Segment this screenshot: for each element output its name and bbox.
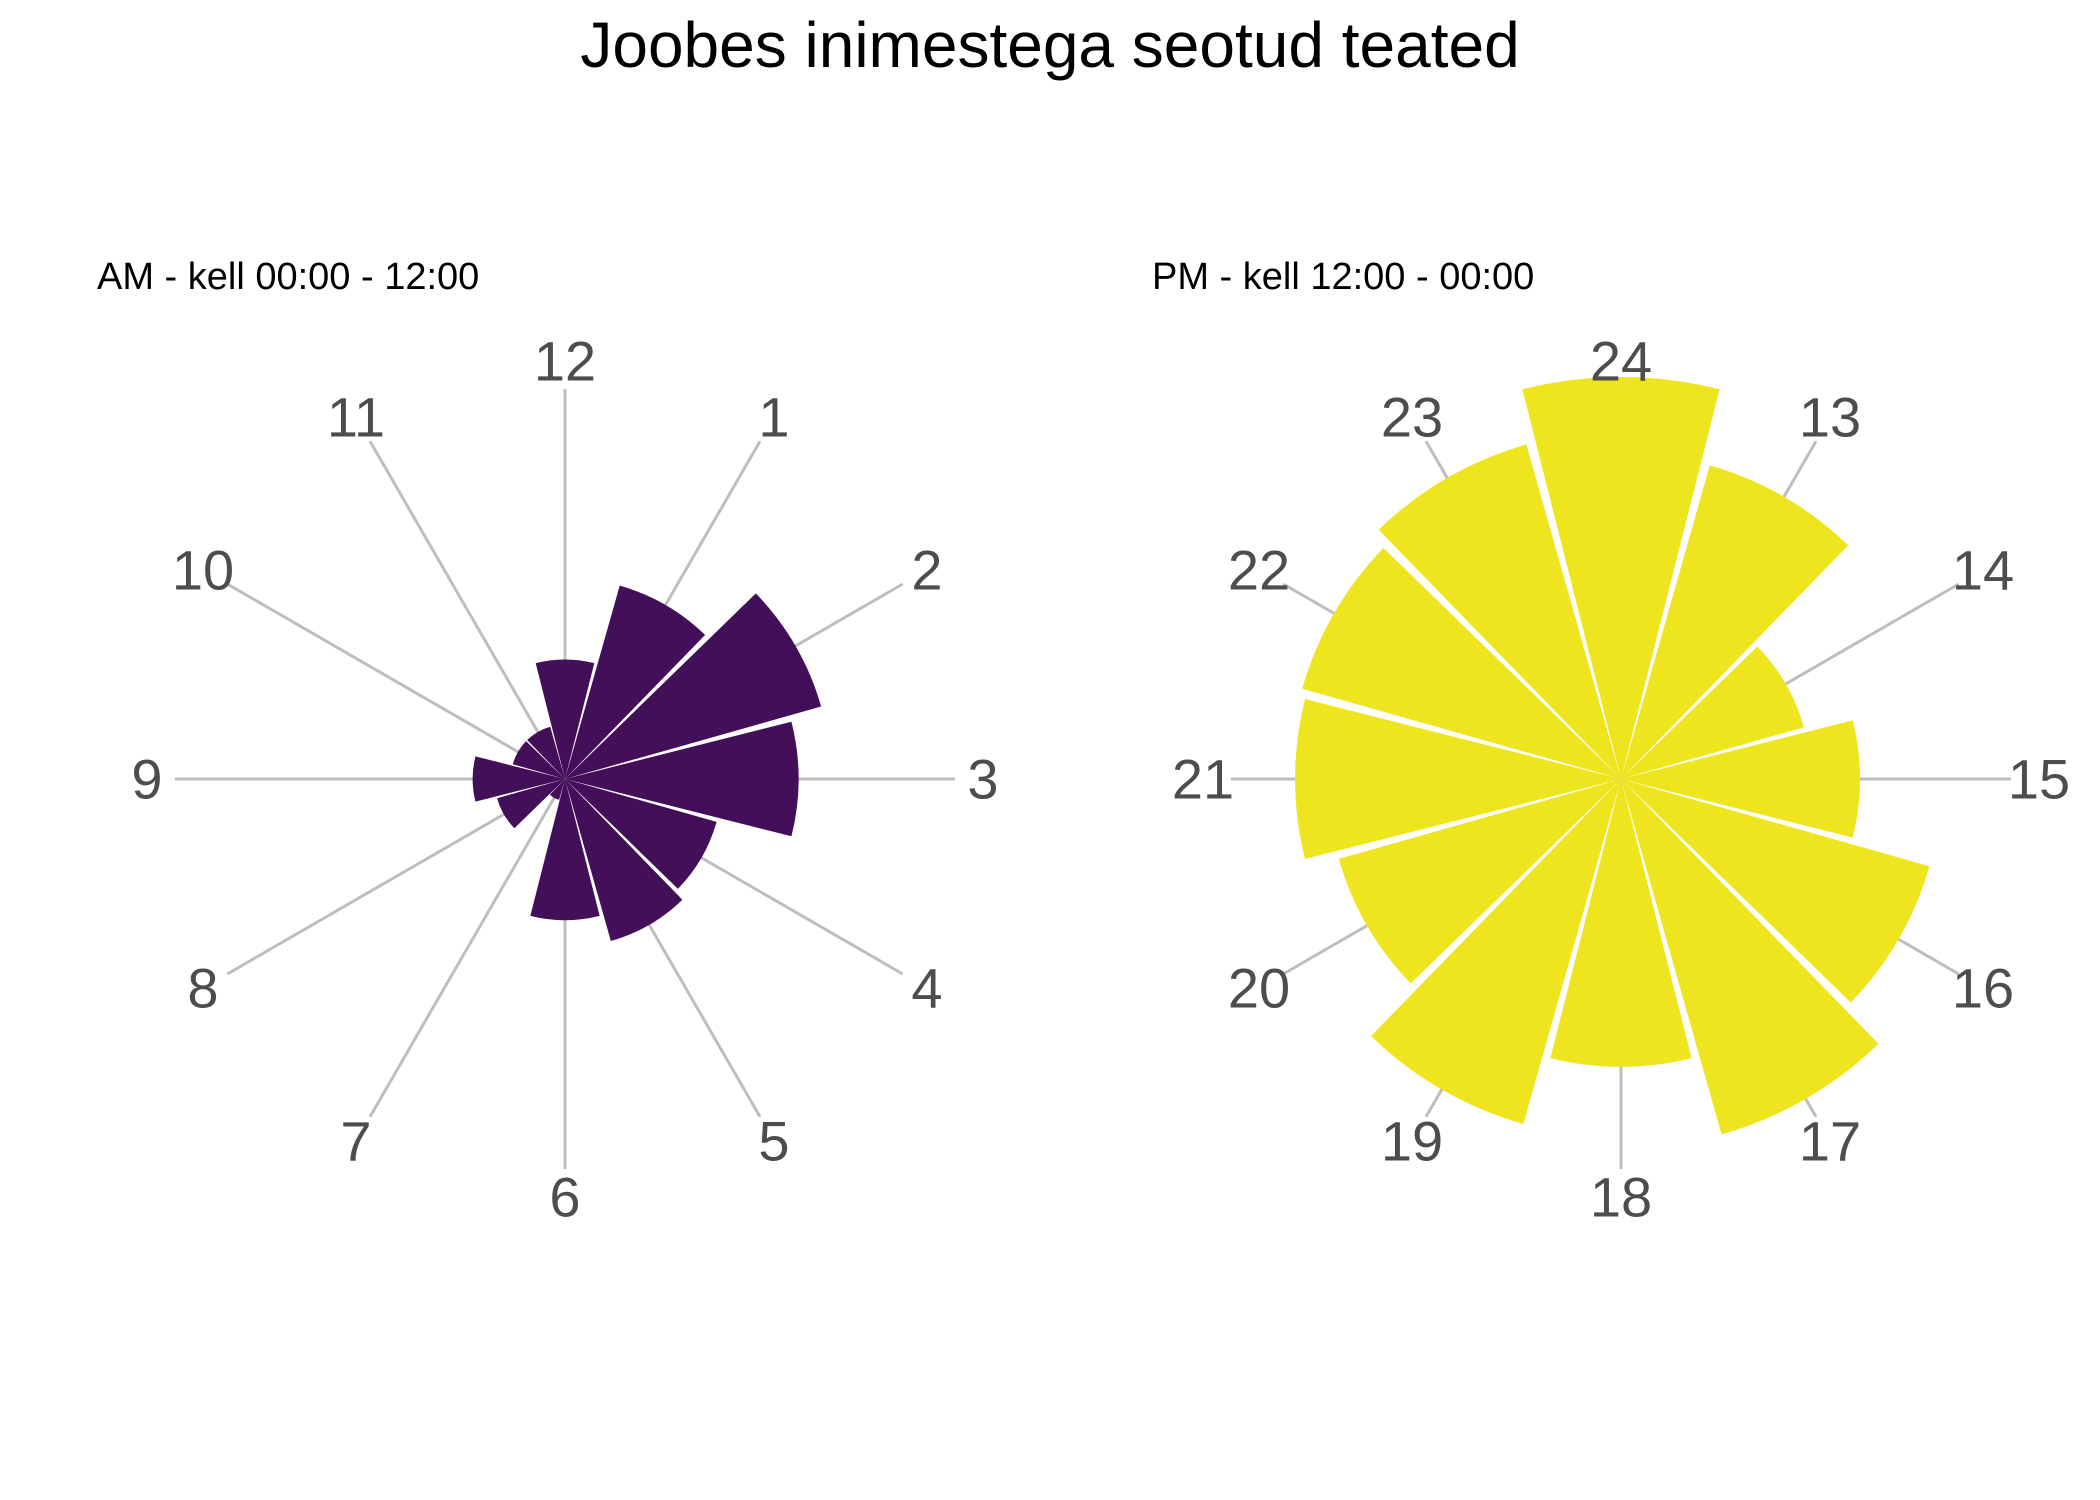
bar-16	[1621, 779, 1930, 1003]
tick-label-13: 13	[1799, 386, 1861, 449]
bar-11	[527, 726, 565, 779]
bar-17	[1621, 779, 1879, 1135]
panel-subtitle-am: AM - kell 00:00 - 12:00	[97, 256, 480, 298]
bar-21	[1295, 699, 1621, 859]
bar-13	[1621, 465, 1849, 779]
tick-label-16: 16	[1952, 957, 2014, 1020]
tick-label-22: 22	[1228, 539, 1290, 602]
bar-18	[1550, 779, 1692, 1067]
tick-label-18: 18	[1590, 1166, 1652, 1229]
tick-label-1: 1	[758, 386, 789, 449]
bar-5	[565, 779, 683, 942]
tick-label-9: 9	[131, 748, 162, 811]
tick-label-3: 3	[967, 748, 998, 811]
gridline-7	[368, 778, 567, 1118]
tick-label-23: 23	[1381, 386, 1443, 449]
chart-title: Joobes inimestega seotud teated	[580, 9, 1520, 81]
bar-22	[1302, 547, 1621, 779]
tick-label-24: 24	[1590, 330, 1652, 393]
bar-14	[1621, 646, 1804, 779]
tick-label-17: 17	[1799, 1110, 1861, 1173]
polar-panel-pm: 24 13 14 15 16 17 18 19 20 21 22 23	[1172, 330, 2070, 1229]
tick-label-4: 4	[911, 957, 942, 1020]
tick-label-12: 12	[534, 330, 596, 393]
bar-2	[565, 593, 822, 779]
tick-label-19: 19	[1381, 1110, 1443, 1173]
bar-23	[1378, 444, 1621, 779]
bar-9	[472, 756, 565, 802]
tick-label-5: 5	[758, 1110, 789, 1173]
bar-15	[1621, 720, 1861, 838]
tick-label-10: 10	[172, 539, 234, 602]
bar-19	[1371, 779, 1621, 1124]
bar-1	[565, 585, 706, 779]
tick-label-15: 15	[2008, 748, 2070, 811]
tick-label-7: 7	[340, 1110, 371, 1173]
tick-label-6: 6	[549, 1166, 580, 1229]
bar-8	[497, 779, 565, 829]
bar-7	[549, 779, 565, 800]
bar-12	[535, 659, 595, 779]
gridline-11	[368, 440, 567, 780]
tick-label-21: 21	[1172, 748, 1234, 811]
panel-subtitle-pm: PM - kell 12:00 - 00:00	[1152, 256, 1535, 298]
bar-20	[1338, 779, 1621, 984]
bar-24	[1522, 377, 1720, 779]
bar-3	[565, 721, 799, 837]
bar-4	[565, 779, 717, 889]
tick-label-11: 11	[327, 386, 385, 449]
bar-10	[512, 741, 565, 779]
tick-label-14: 14	[1952, 539, 2014, 602]
bar-6	[530, 779, 600, 921]
tick-label-8: 8	[187, 957, 218, 1020]
tick-label-20: 20	[1228, 957, 1290, 1020]
gridline-10	[226, 582, 566, 781]
tick-label-2: 2	[911, 539, 942, 602]
